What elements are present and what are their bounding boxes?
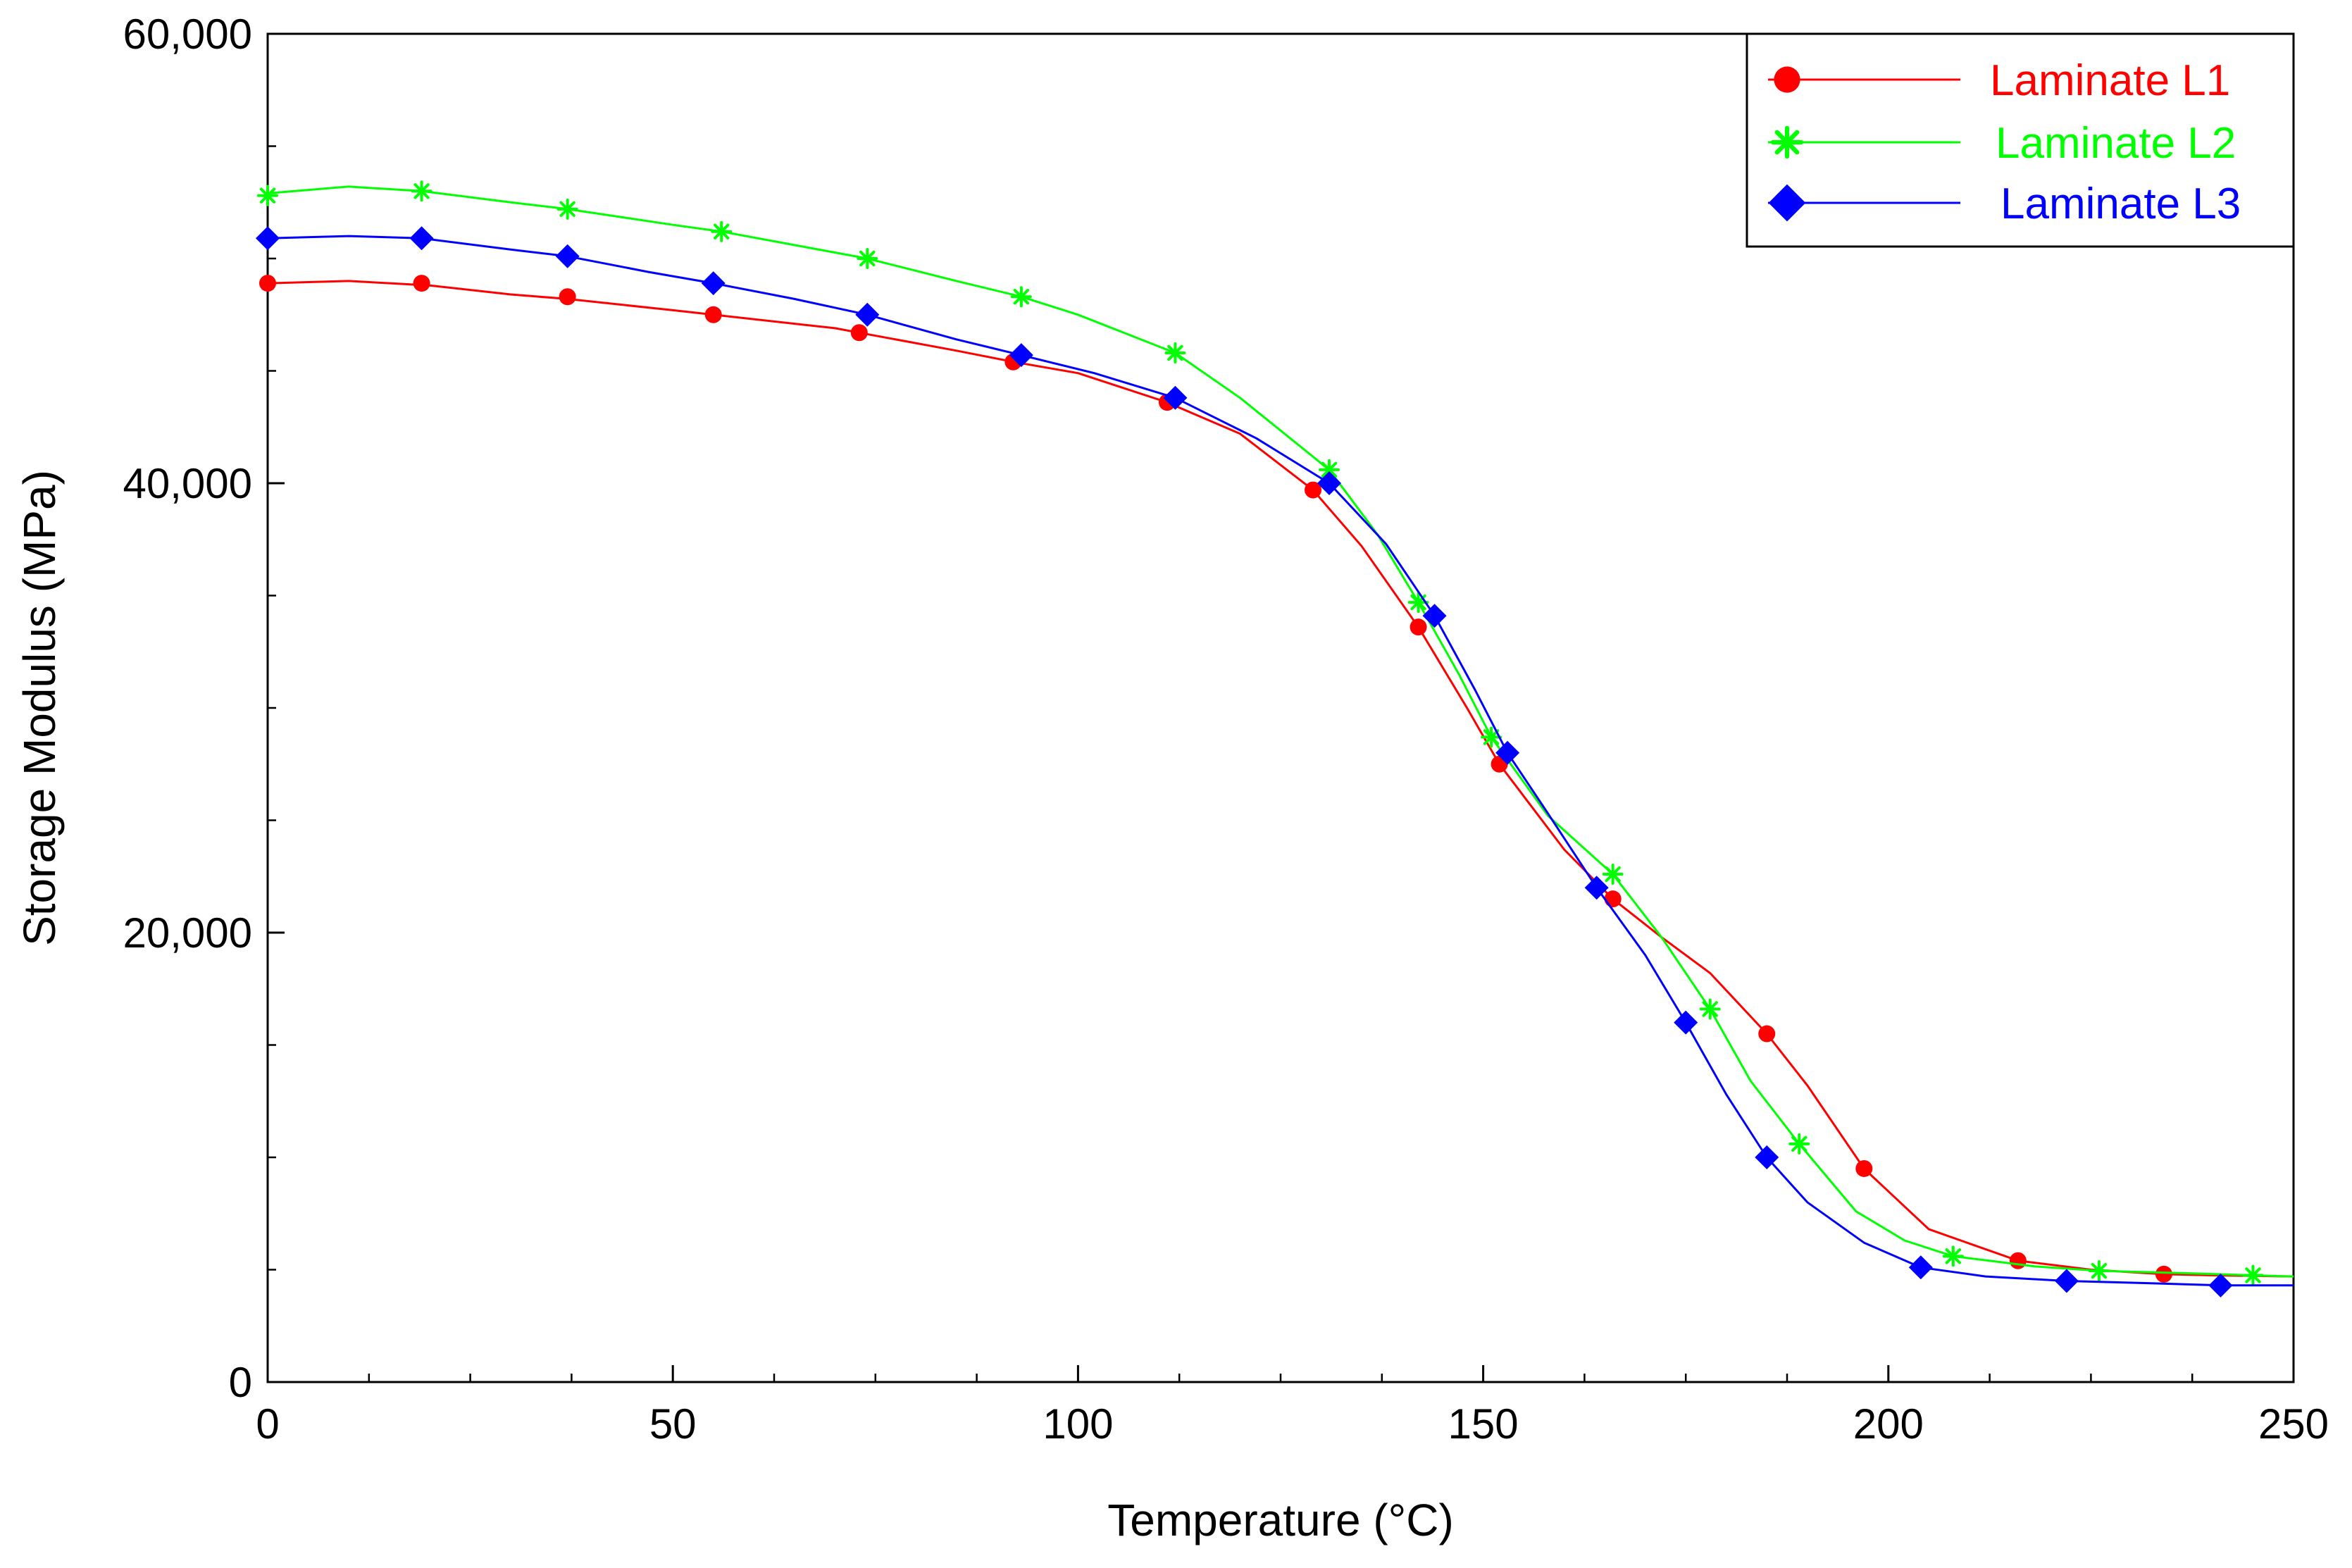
x-tick-label: 150 <box>1448 1400 1519 1448</box>
legend-label-laminate-l1: Laminate L1 <box>1990 56 2230 105</box>
data-point-laminate-l3 <box>1495 740 1520 765</box>
legend-label-laminate-l3: Laminate L3 <box>2001 180 2241 228</box>
data-point-laminate-l2 <box>1788 1133 1810 1155</box>
x-axis-label: Temperature (°C) <box>1107 1495 1454 1545</box>
data-point-laminate-l3 <box>2208 1273 2233 1298</box>
data-point-laminate-l1 <box>704 306 722 323</box>
legend-label-laminate-l2: Laminate L2 <box>1996 119 2236 168</box>
y-tick-label: 60,000 <box>123 11 252 58</box>
x-tick-label: 250 <box>2258 1400 2329 1448</box>
data-point-laminate-l1 <box>2155 1265 2172 1283</box>
data-point-laminate-l1 <box>2009 1252 2027 1269</box>
data-point-laminate-l2 <box>857 248 878 269</box>
x-tick-label: 0 <box>256 1400 279 1448</box>
legend-box <box>1746 32 2295 248</box>
data-point-laminate-l1 <box>1305 481 1322 499</box>
y-tick-label: 0 <box>229 1359 252 1406</box>
data-point-laminate-l1 <box>413 275 430 292</box>
data-point-laminate-l1 <box>1410 618 1427 636</box>
data-point-laminate-l2 <box>1602 864 1624 885</box>
data-point-laminate-l3 <box>1584 876 1609 900</box>
legend-marker-laminate-l1 <box>1774 66 1800 93</box>
data-point-laminate-l2 <box>1481 726 1502 748</box>
legend-marker-laminate-l2 <box>1770 125 1804 159</box>
data-point-laminate-l2 <box>1942 1245 1964 1267</box>
data-point-laminate-l3 <box>2054 1269 2079 1293</box>
data-point-laminate-l3 <box>1755 1145 1779 1169</box>
data-point-laminate-l3 <box>701 271 726 296</box>
data-point-laminate-l3 <box>1163 385 1188 410</box>
y-axis-label: Storage Modulus (MPa) <box>14 470 65 946</box>
data-point-laminate-l1 <box>850 324 868 342</box>
data-point-laminate-l2 <box>2242 1264 2264 1286</box>
data-point-laminate-l2 <box>556 198 578 220</box>
data-point-laminate-l1 <box>1604 890 1622 908</box>
data-point-laminate-l1 <box>559 288 576 306</box>
data-point-laminate-l1 <box>1758 1025 1776 1043</box>
data-point-laminate-l3 <box>256 226 280 251</box>
data-point-laminate-l1 <box>259 275 276 292</box>
axes-layer: 0 50 100 150 200 250 0 20,000 40,000 60,000 Temper… <box>14 11 2329 1545</box>
y-tick-label: 20,000 <box>123 909 252 957</box>
data-point-laminate-l2 <box>1699 998 1721 1020</box>
data-point-laminate-l3 <box>555 244 580 268</box>
legend-marker-laminate-l3 <box>1768 184 1806 222</box>
data-point-laminate-l3 <box>1674 1010 1698 1035</box>
data-point-laminate-l3 <box>409 226 434 251</box>
data-point-laminate-l1 <box>1855 1159 1873 1177</box>
data-point-laminate-l2 <box>1164 342 1186 363</box>
series-layer <box>256 180 2294 1298</box>
data-point-laminate-l2 <box>2088 1260 2110 1282</box>
data-point-laminate-l2 <box>1010 286 1032 308</box>
x-tick-label: 50 <box>649 1400 697 1448</box>
data-point-laminate-l3 <box>1317 471 1342 495</box>
legend: Laminate L1 Laminate L2 Laminate L3 <box>1746 32 2295 248</box>
x-tick-label: 200 <box>1853 1400 1924 1448</box>
data-point-laminate-l3 <box>1009 343 1033 368</box>
data-point-laminate-l2 <box>257 185 278 206</box>
x-tick-label: 100 <box>1043 1400 1113 1448</box>
data-point-laminate-l2 <box>411 180 433 202</box>
data-point-laminate-l3 <box>1908 1255 1933 1280</box>
series-line-laminate-l1 <box>267 280 2294 1278</box>
data-point-laminate-l2 <box>1319 459 1340 480</box>
data-point-laminate-l3 <box>1422 604 1447 628</box>
data-point-laminate-l3 <box>855 302 880 327</box>
y-tick-label: 40,000 <box>123 460 252 507</box>
data-point-laminate-l2 <box>711 220 733 242</box>
